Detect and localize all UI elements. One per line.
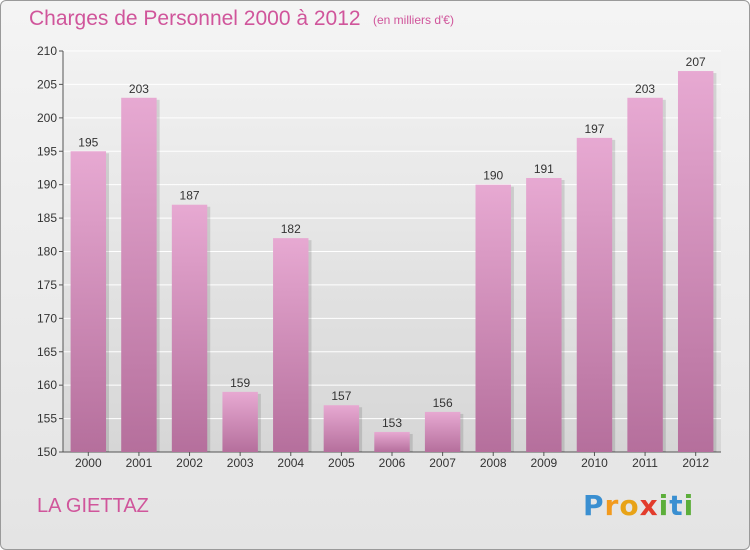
bar xyxy=(475,184,511,452)
bar xyxy=(222,391,258,452)
x-tick-label: 2006 xyxy=(379,456,406,470)
logo-letter: i xyxy=(658,489,670,522)
y-tick-label: 210 xyxy=(37,44,57,58)
chart-subtitle: (en milliers d'€) xyxy=(373,13,454,27)
data-label: 153 xyxy=(382,416,402,430)
bar xyxy=(171,204,208,452)
logo-letter: P xyxy=(583,489,605,522)
bar xyxy=(627,97,663,453)
x-tick-label: 2004 xyxy=(277,456,304,470)
y-tick-label: 160 xyxy=(37,378,57,392)
y-tick-label: 200 xyxy=(37,111,57,125)
y-tick-label: 190 xyxy=(37,178,57,192)
data-label: 207 xyxy=(686,55,706,69)
bar xyxy=(424,411,461,452)
data-label: 191 xyxy=(534,162,554,176)
y-tick-label: 165 xyxy=(37,345,57,359)
bar xyxy=(121,97,157,453)
x-tick-label: 2003 xyxy=(227,456,254,470)
logo-letter: t xyxy=(669,489,684,522)
x-tick-label: 2005 xyxy=(328,456,355,470)
x-tick-label: 2009 xyxy=(530,456,557,470)
logo-letter: i xyxy=(683,489,695,522)
proxiti-logo[interactable]: Proxiti xyxy=(583,489,694,522)
commune-name: LA GIETTAZ xyxy=(37,495,149,517)
data-label: 159 xyxy=(230,376,250,390)
bar xyxy=(576,137,613,452)
data-label: 195 xyxy=(78,135,98,149)
data-label: 197 xyxy=(584,122,604,136)
bar xyxy=(677,71,714,453)
data-label: 157 xyxy=(331,389,351,403)
x-tick-label: 2010 xyxy=(581,456,608,470)
x-tick-label: 2007 xyxy=(429,456,456,470)
y-tick-label: 155 xyxy=(37,412,57,426)
bar xyxy=(526,177,562,452)
x-tick-label: 2002 xyxy=(176,456,203,470)
data-label: 182 xyxy=(281,222,301,236)
x-tick-label: 2011 xyxy=(632,456,658,470)
logo-letter: r xyxy=(604,489,620,522)
bar xyxy=(273,238,309,452)
logo-letter: x xyxy=(639,489,659,522)
y-tick-label: 185 xyxy=(37,211,57,225)
y-tick-label: 195 xyxy=(37,144,57,158)
bar xyxy=(374,431,410,452)
y-tick-label: 175 xyxy=(37,278,57,292)
chart-title: Charges de Personnel 2000 à 2012 xyxy=(29,7,361,30)
logo-letter: o xyxy=(619,489,640,522)
bar xyxy=(323,405,360,452)
x-tick-label: 2008 xyxy=(480,456,507,470)
data-label: 156 xyxy=(433,396,453,410)
data-label: 190 xyxy=(483,169,503,183)
y-tick-label: 170 xyxy=(37,311,57,325)
y-tick-label: 180 xyxy=(37,245,57,259)
data-label: 187 xyxy=(180,189,200,203)
x-tick-label: 2001 xyxy=(126,456,153,470)
data-label: 203 xyxy=(635,82,655,96)
x-tick-label: 2012 xyxy=(682,456,709,470)
y-tick-label: 205 xyxy=(37,77,57,91)
bar xyxy=(70,151,107,452)
y-tick-label: 150 xyxy=(37,445,57,459)
x-tick-label: 2000 xyxy=(75,456,102,470)
data-label: 203 xyxy=(129,82,149,96)
